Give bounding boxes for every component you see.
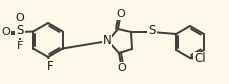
Text: N: N [103,34,111,47]
Text: F: F [47,59,53,72]
Text: O: O [118,63,126,73]
Text: Cl: Cl [194,52,206,66]
Text: F: F [17,41,23,51]
Text: O: O [16,13,24,23]
Text: S: S [16,25,24,37]
Text: O: O [117,9,125,19]
Text: O: O [2,27,10,37]
Text: S: S [148,25,156,37]
